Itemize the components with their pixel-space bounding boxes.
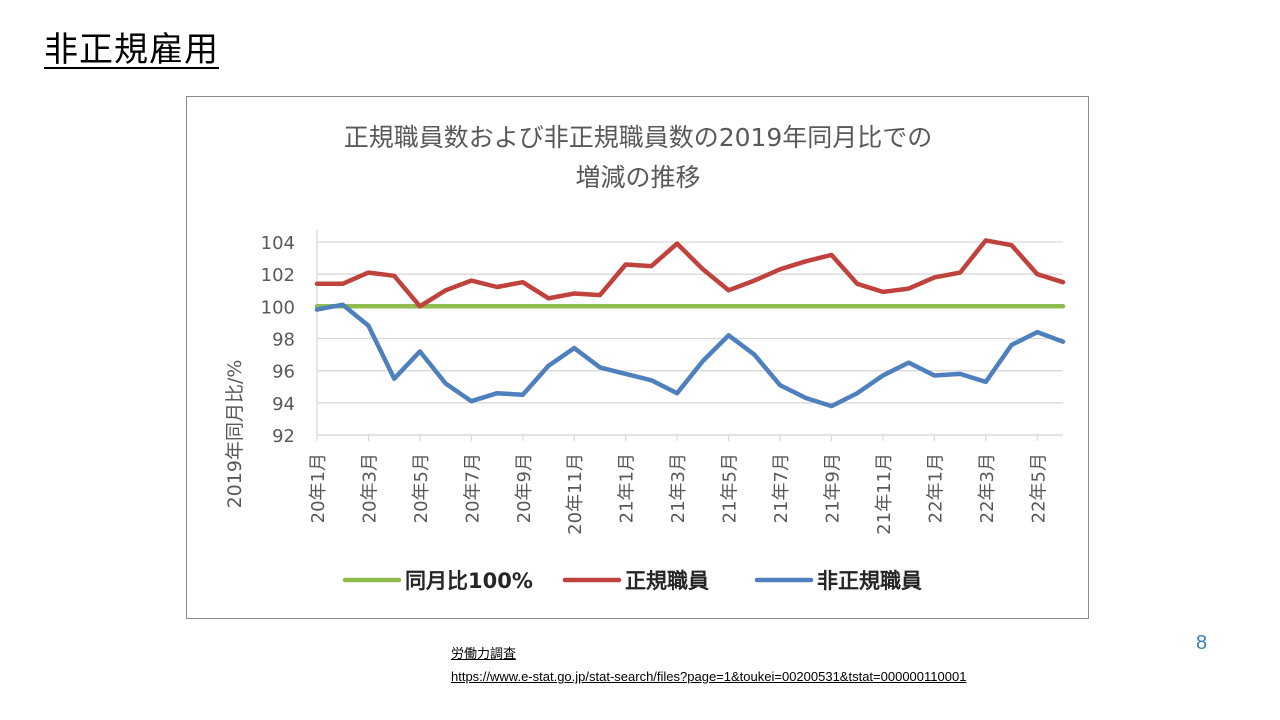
x-tick-label: 20年5月 [411, 453, 432, 523]
x-tick-label: 22年3月 [977, 453, 998, 523]
x-tick-label: 20年3月 [359, 453, 380, 523]
y-tick-label: 102 [261, 265, 295, 286]
slide-title: 非正規雇用 [44, 30, 219, 70]
y-tick-label: 96 [272, 362, 295, 383]
y-tick-label: 98 [272, 330, 295, 351]
series-line-2 [314, 302, 1066, 409]
legend-label-0: 同月比100% [405, 569, 533, 593]
x-tick-label: 22年5月 [1028, 453, 1049, 523]
x-tick-label: 22年1月 [925, 453, 946, 523]
chart-frame: 正規職員数および非正規職員数の2019年同月比での 増減の推移 2019年同月比… [186, 96, 1089, 619]
source-citation: 労働力調査 https://www.e-stat.go.jp/stat-sear… [451, 642, 966, 688]
x-tick-label: 20年11月 [565, 453, 586, 535]
grid-lines [316, 230, 1063, 436]
source-url-link[interactable]: https://www.e-stat.go.jp/stat-search/fil… [451, 669, 967, 684]
y-tick-label: 94 [272, 394, 295, 415]
x-tick-label: 21年1月 [617, 453, 638, 523]
chart-title-line-1: 正規職員数および非正規職員数の2019年同月比での [344, 123, 933, 152]
x-tick-label: 21年7月 [771, 453, 792, 523]
y-axis-label: 2019年同月比/% [224, 360, 246, 509]
legend-label-1: 正規職員 [625, 569, 709, 593]
x-tick-label: 20年9月 [514, 453, 535, 523]
x-tick-label: 21年3月 [668, 453, 689, 523]
y-tick-label: 92 [272, 426, 295, 447]
legend: 同月比100% 正規職員 非正規職員 [342, 569, 922, 593]
y-tick-label: 104 [261, 233, 295, 254]
series-lines [314, 238, 1066, 409]
y-tick-label: 100 [261, 297, 295, 318]
x-tick-label: 21年9月 [822, 453, 843, 523]
x-tick-label: 21年11月 [874, 453, 895, 535]
x-tick-label: 20年7月 [462, 453, 483, 523]
line-chart: 正規職員数および非正規職員数の2019年同月比での 増減の推移 2019年同月比… [224, 123, 1066, 593]
x-tick-label: 20年1月 [308, 453, 329, 523]
page-number: 8 [1196, 632, 1208, 654]
legend-label-2: 非正規職員 [817, 569, 922, 593]
series-line-1 [314, 238, 1066, 309]
x-tick-label: 21年5月 [720, 453, 741, 523]
chart-title-line-2: 増減の推移 [575, 163, 700, 192]
x-tick-labels: 20年1月 20年3月 20年5月 20年7月 20年9月 20年11月 21年1月 21年3… [308, 435, 1049, 535]
y-tick-labels: 92 94 96 98 100 102 104 [261, 233, 295, 447]
source-name-link[interactable]: 労働力調査 [451, 646, 517, 661]
